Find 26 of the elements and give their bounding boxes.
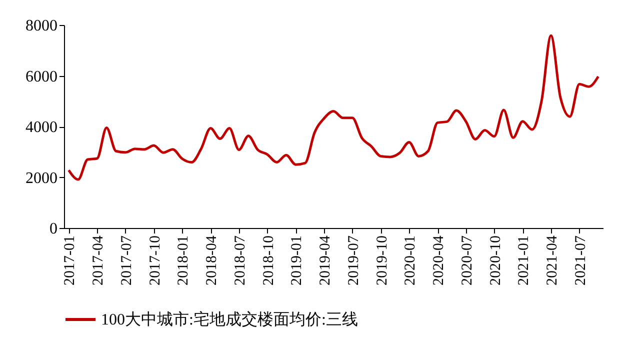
x-tick-label: 2019-01 bbox=[289, 236, 306, 286]
y-tick-label: 0 bbox=[50, 220, 58, 238]
x-tick-label: 2019-07 bbox=[346, 235, 362, 286]
y-tick-label: 6000 bbox=[26, 68, 58, 86]
line-series bbox=[67, 34, 600, 181]
y-tick-label: 2000 bbox=[26, 170, 58, 187]
x-tick-label: 2018-04 bbox=[204, 235, 220, 286]
x-tick-label: 2017-01 bbox=[62, 236, 78, 286]
x-tick-label: 2017-10 bbox=[147, 236, 164, 286]
x-tick-label: 2018-01 bbox=[176, 236, 192, 286]
x-tick-label: 2021-04 bbox=[544, 235, 560, 286]
x-tick-label: 2019-10 bbox=[374, 236, 390, 286]
x-tick-label: 2017-07 bbox=[118, 235, 135, 286]
x-tick-label: 2017-04 bbox=[90, 235, 107, 286]
x-tick-label: 2020-07 bbox=[459, 235, 476, 286]
x-tick-label: 2018-07 bbox=[232, 235, 248, 286]
y-tick-label: 4000 bbox=[26, 119, 58, 136]
legend-label: 100大中城市:宅地成交楼面均价:三线 bbox=[101, 310, 358, 328]
x-tick-label: 2018-10 bbox=[260, 236, 277, 286]
y-tick-label: 8000 bbox=[26, 18, 58, 34]
x-tick-label: 2021-07 bbox=[572, 235, 589, 286]
x-tick-label: 2020-04 bbox=[431, 235, 448, 286]
x-tick-label: 2020-10 bbox=[488, 236, 504, 286]
x-tick-label: 2019-04 bbox=[318, 235, 334, 286]
x-tick-label: 2020-01 bbox=[402, 236, 419, 286]
x-tick-label: 2021-01 bbox=[516, 236, 532, 286]
